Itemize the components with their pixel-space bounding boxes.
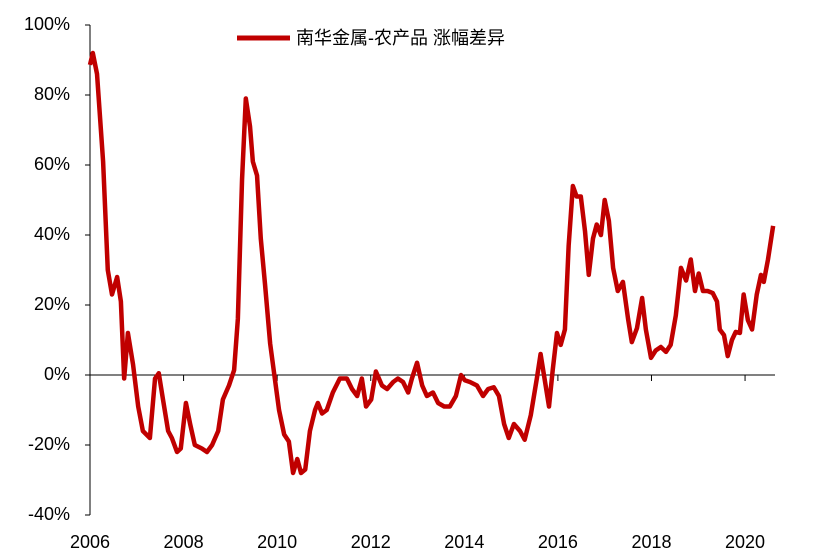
x-tick-label: 2016 [538, 532, 578, 552]
y-tick-label: 20% [34, 294, 70, 314]
data-line [87, 50, 776, 476]
y-tick-label: -40% [28, 504, 70, 524]
y-tick-label: -20% [28, 434, 70, 454]
x-tick-label: 2008 [164, 532, 204, 552]
x-tick-label: 2012 [351, 532, 391, 552]
y-tick-label: 60% [34, 154, 70, 174]
y-tick-label: 100% [24, 14, 70, 34]
y-tick-label: 80% [34, 84, 70, 104]
x-tick-label: 2020 [725, 532, 765, 552]
x-tick-label: 2018 [631, 532, 671, 552]
x-tick-label: 2006 [70, 532, 110, 552]
y-tick-label: 0% [44, 364, 70, 384]
x-tick-label: 2014 [444, 532, 484, 552]
y-tick-label: 40% [34, 224, 70, 244]
x-tick-label: 2010 [257, 532, 297, 552]
legend-label: 南华金属-农产品 涨幅差异 [296, 28, 505, 48]
